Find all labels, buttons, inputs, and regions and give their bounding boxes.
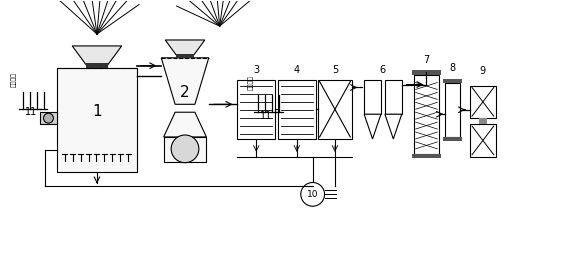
Bar bbox=[412, 70, 441, 74]
Text: 太阳光线: 太阳光线 bbox=[248, 76, 254, 91]
Bar bbox=[443, 78, 462, 83]
Bar bbox=[470, 85, 496, 118]
Bar bbox=[443, 137, 462, 141]
Bar bbox=[479, 118, 487, 124]
Bar bbox=[414, 74, 439, 154]
Bar bbox=[385, 80, 402, 114]
Text: 7: 7 bbox=[423, 55, 430, 65]
Circle shape bbox=[43, 113, 53, 123]
Bar bbox=[176, 54, 194, 58]
Text: 4: 4 bbox=[294, 65, 300, 75]
Bar bbox=[470, 124, 496, 157]
Bar bbox=[318, 80, 352, 139]
Text: 9: 9 bbox=[480, 66, 486, 76]
Text: 11: 11 bbox=[25, 107, 37, 117]
Bar bbox=[278, 80, 316, 139]
Bar bbox=[39, 112, 57, 124]
Bar bbox=[238, 80, 275, 139]
Circle shape bbox=[301, 182, 324, 206]
Text: 3: 3 bbox=[253, 65, 260, 75]
Text: 1: 1 bbox=[92, 104, 102, 119]
Text: 11: 11 bbox=[260, 111, 272, 121]
Polygon shape bbox=[72, 46, 122, 65]
Polygon shape bbox=[364, 114, 381, 139]
Bar bbox=[57, 68, 136, 172]
Bar bbox=[445, 83, 460, 137]
Bar bbox=[86, 63, 108, 68]
Polygon shape bbox=[164, 112, 207, 137]
Bar bbox=[364, 80, 381, 114]
Bar bbox=[412, 154, 441, 158]
Polygon shape bbox=[385, 114, 402, 139]
Text: 2: 2 bbox=[180, 85, 190, 100]
Text: 8: 8 bbox=[450, 63, 456, 73]
Bar bbox=[164, 137, 207, 162]
Text: 太阳光线: 太阳光线 bbox=[11, 72, 16, 87]
Circle shape bbox=[171, 135, 199, 163]
Polygon shape bbox=[165, 40, 205, 55]
Text: 6: 6 bbox=[379, 65, 385, 75]
Text: 10: 10 bbox=[307, 190, 319, 199]
Text: 5: 5 bbox=[332, 65, 338, 75]
Polygon shape bbox=[161, 58, 209, 104]
